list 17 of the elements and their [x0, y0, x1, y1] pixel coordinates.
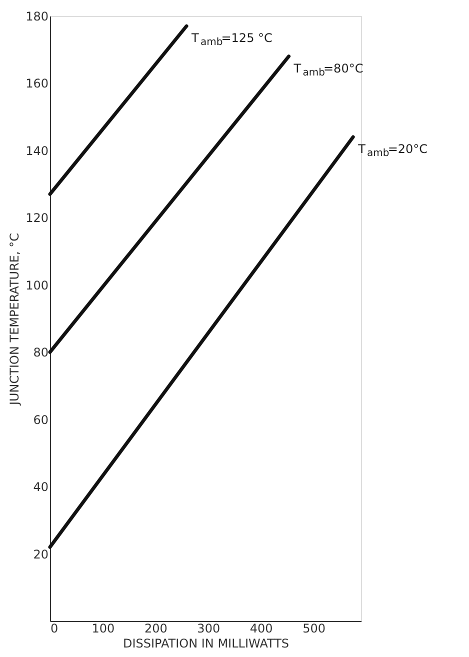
x-tick-label: 0	[50, 622, 58, 636]
x-tick-label: 100	[92, 622, 115, 636]
y-tick-label: 60	[33, 412, 48, 427]
y-tick-label: 160	[26, 76, 48, 91]
y-tick-label: 180	[26, 10, 48, 24]
y-tick-label: 80	[33, 346, 48, 360]
x-tick-label: 300	[197, 622, 220, 636]
x-tick-label: 200	[144, 622, 168, 636]
y-tick-label: 100	[26, 278, 48, 292]
x-axis-title: DISSIPATION IN MILLIWATTS	[122, 636, 290, 650]
y-tick-label: 40	[33, 480, 48, 494]
x-tick-label: 400	[250, 622, 273, 636]
y-axis-title: JUNCTION TEMPERATURE, °C	[8, 232, 22, 406]
y-tick-label: 120	[26, 211, 48, 226]
y-tick-label: 20	[33, 547, 48, 562]
x-tick-label: 500	[302, 622, 326, 636]
y-tick-label: 140	[26, 144, 48, 158]
